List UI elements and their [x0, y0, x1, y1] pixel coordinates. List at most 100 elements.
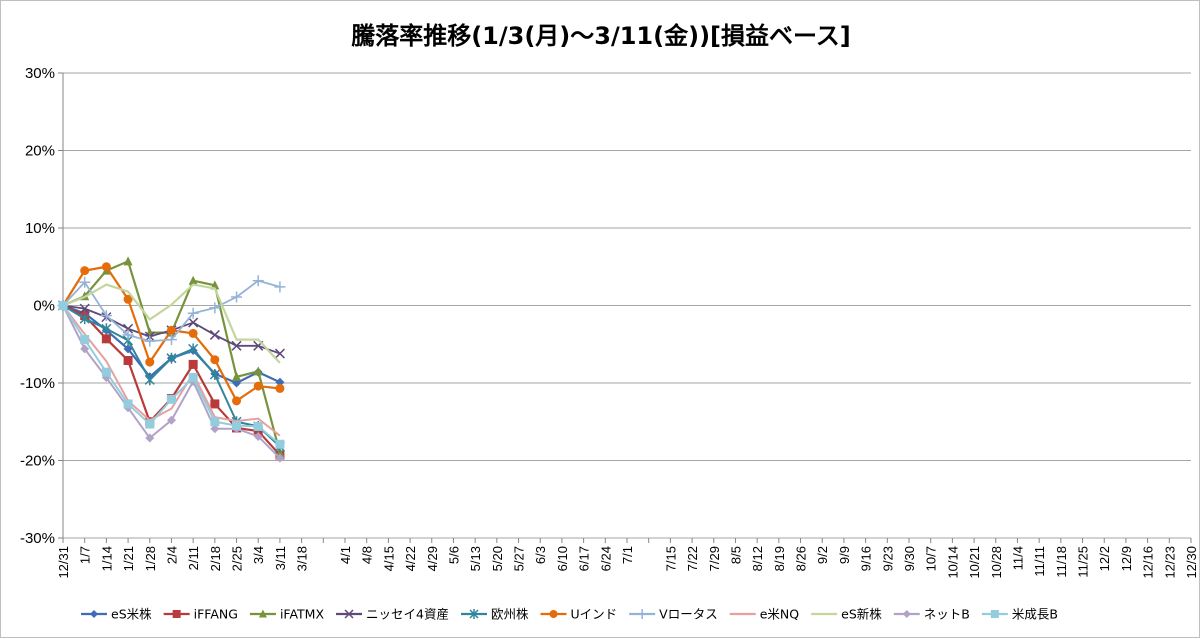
x-tick-label: 1/14 — [99, 546, 114, 571]
legend-label: Vロータス — [659, 607, 718, 622]
y-tick-label: 20% — [25, 143, 55, 160]
data-point — [145, 419, 155, 429]
data-point — [210, 399, 220, 409]
legend-swatch-marker — [258, 609, 267, 618]
legend-swatch-marker — [902, 610, 911, 618]
legend-item: ネットB — [893, 607, 970, 622]
data-point — [209, 368, 220, 380]
data-point — [101, 367, 111, 377]
legend-label: ニッセイ4資産 — [366, 607, 449, 622]
data-point — [166, 415, 176, 425]
data-point — [80, 344, 90, 354]
x-tick-label: 1/28 — [143, 546, 158, 571]
data-point — [79, 303, 90, 314]
x-tick-label: 12/16 — [1141, 546, 1156, 579]
data-point — [209, 302, 221, 314]
data-point — [123, 344, 133, 354]
data-point — [79, 313, 90, 325]
x-tick-label: 12/2 — [1097, 546, 1112, 571]
x-tick-label: 6/3 — [533, 546, 548, 564]
x-tick-label: 2/4 — [164, 546, 179, 564]
legend-item: 米成長B — [981, 607, 1058, 622]
x-tick-label: 7/22 — [685, 546, 700, 571]
data-point — [122, 329, 134, 341]
x-tick-label: 4/22 — [403, 546, 418, 571]
data-point — [253, 431, 263, 441]
x-tick-label: 2/18 — [208, 546, 223, 571]
series-5 — [58, 262, 285, 406]
x-tick-label: 2/11 — [186, 546, 201, 570]
legend-item: ニッセイ4資産 — [336, 607, 449, 622]
x-tick-label: 5/27 — [512, 546, 527, 571]
y-tick-label: 10% — [25, 220, 55, 237]
data-point — [210, 424, 220, 434]
data-point — [188, 373, 198, 383]
series-layer — [57, 256, 286, 463]
data-point — [188, 359, 198, 369]
data-point — [274, 281, 286, 293]
x-tick-label: 5/6 — [446, 546, 461, 564]
x-tick-label: 12/23 — [1162, 546, 1177, 579]
x-tick-label: 9/9 — [837, 546, 852, 564]
x-tick-label: 1/21 — [121, 546, 136, 571]
grid-layer — [63, 72, 1191, 539]
x-tick-label: 9/2 — [815, 546, 830, 564]
x-tick-label: 10/21 — [967, 546, 982, 579]
data-point — [166, 394, 176, 404]
x-tick-label: 9/16 — [859, 546, 874, 571]
data-point — [253, 366, 263, 376]
data-point — [123, 294, 133, 304]
legend-swatch-marker — [637, 609, 648, 619]
x-tick-label: 11/25 — [1076, 546, 1091, 578]
x-tick-label: 5/13 — [468, 546, 483, 571]
legend: eS米株 iFFANG iFATMX ニッセイ4資産 欧州株 Uインド Vロータス e米NQ e… — [81, 607, 1058, 622]
x-tick-label: 2/25 — [230, 546, 245, 571]
data-point — [145, 433, 155, 443]
x-tick-label: 8/5 — [728, 546, 743, 564]
x-tick-label: 8/12 — [750, 546, 765, 571]
data-point — [144, 374, 155, 386]
y-tick-label: -20% — [20, 453, 55, 470]
series-8 — [62, 283, 281, 364]
data-point — [145, 357, 155, 367]
data-point — [80, 266, 90, 276]
data-point — [188, 317, 199, 328]
data-point — [187, 307, 199, 319]
data-point — [275, 439, 285, 449]
data-point — [58, 301, 68, 310]
data-point — [210, 417, 220, 427]
x-tick-label: 9/30 — [902, 546, 917, 571]
data-point — [100, 310, 112, 322]
series-10 — [58, 301, 285, 449]
x-tick-label: 12/31 — [56, 546, 71, 579]
x-tick-label: 8/19 — [772, 546, 787, 571]
legend-label: iFFANG — [194, 607, 238, 622]
legend-label: eS米株 — [111, 607, 152, 622]
series-line — [62, 304, 281, 437]
x-tick-label: 4/29 — [425, 546, 440, 571]
data-point — [165, 334, 177, 346]
data-point — [210, 355, 220, 365]
x-tick-label: 7/1 — [620, 546, 635, 564]
x-tick-label: 11/18 — [1054, 546, 1069, 578]
legend-label: eS新株 — [841, 607, 882, 622]
x-tick-label: 6/24 — [598, 546, 613, 571]
data-point — [80, 335, 90, 345]
legend-item: iFATMX — [249, 607, 324, 622]
series-6 — [57, 275, 286, 347]
data-point — [101, 262, 111, 272]
x-tick-label: 3/18 — [295, 546, 310, 571]
data-point — [253, 381, 263, 391]
data-point — [188, 328, 198, 338]
legend-label: e米NQ — [760, 607, 800, 622]
legend-swatch-marker — [90, 610, 98, 618]
legend-item: Vロータス — [629, 607, 718, 622]
data-point — [123, 399, 133, 409]
data-point — [275, 383, 285, 393]
data-point — [274, 348, 285, 359]
data-point — [123, 256, 133, 266]
data-point — [166, 325, 176, 335]
x-tick-label: 7/29 — [707, 546, 722, 571]
legend-label: 欧州株 — [491, 607, 529, 622]
